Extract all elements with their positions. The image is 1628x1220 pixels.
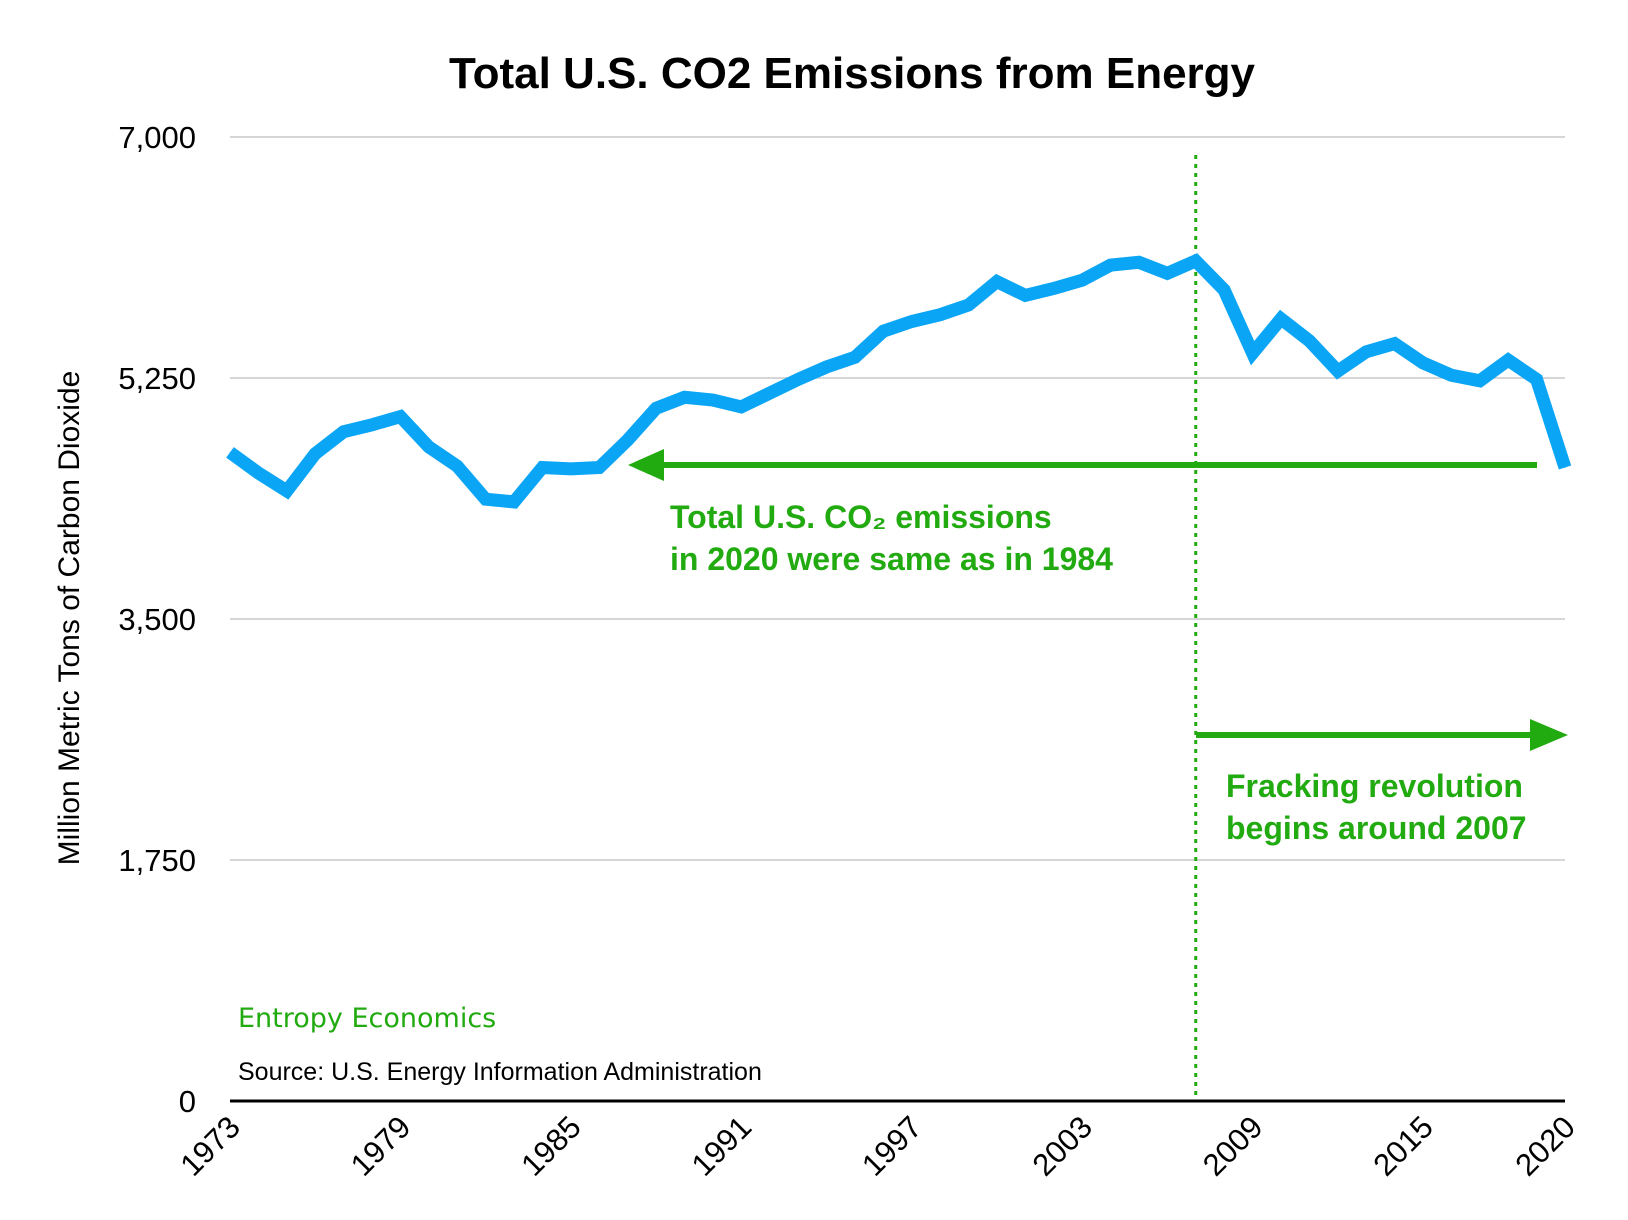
data-point — [655, 407, 657, 409]
data-point — [1053, 287, 1055, 289]
labels: Total U.S. CO2 Emissions from Energy Mil… — [53, 49, 1256, 1086]
credit-text: Entropy Economics — [238, 1003, 496, 1034]
data-point — [712, 399, 714, 401]
data-point — [1507, 359, 1509, 361]
data-point — [825, 366, 827, 368]
data-point — [1280, 318, 1282, 320]
data-point — [1166, 272, 1168, 274]
data-point — [740, 406, 742, 408]
data-point — [541, 467, 543, 469]
data-point — [598, 467, 600, 469]
x-tick-label: 2009 — [1196, 1109, 1270, 1183]
series-group — [226, 253, 1572, 509]
data-point — [968, 304, 970, 306]
data-point — [513, 501, 515, 503]
x-tick-label: 1991 — [685, 1109, 759, 1183]
x-tick-label: 1997 — [855, 1109, 929, 1183]
source-text: Source: U.S. Energy Information Administ… — [238, 1058, 762, 1086]
annotation-text-1984: Total U.S. CO₂ emissions — [670, 499, 1052, 535]
data-point — [939, 314, 941, 316]
y-tick-label: 1,750 — [118, 843, 196, 878]
x-tick-label: 2020 — [1508, 1109, 1582, 1183]
data-point — [683, 396, 685, 398]
data-point — [1308, 340, 1310, 342]
series-line — [226, 253, 1572, 509]
data-point — [1564, 467, 1566, 469]
data-point — [1422, 362, 1424, 364]
data-point — [343, 431, 345, 433]
annotation-text-fracking: begins around 2007 — [1226, 810, 1527, 846]
data-point — [1536, 378, 1538, 380]
y-tick-label: 0 — [179, 1084, 196, 1119]
data-point — [456, 465, 458, 467]
x-tick-label: 2015 — [1366, 1109, 1440, 1183]
data-point — [854, 356, 856, 358]
y-tick-label: 3,500 — [118, 602, 196, 637]
data-point — [1337, 370, 1339, 372]
data-point — [1138, 261, 1140, 263]
data-point — [1365, 351, 1367, 353]
data-point — [882, 330, 884, 332]
annotation-text-1984: in 2020 were same as in 1984 — [670, 541, 1113, 577]
y-axis-label: Million Metric Tons of Carbon Dioxide — [53, 371, 86, 866]
data-point — [911, 321, 913, 323]
x-tick-label: 2003 — [1026, 1109, 1100, 1183]
data-point — [257, 472, 259, 474]
data-point — [1081, 279, 1083, 281]
data-point — [996, 281, 998, 283]
data-point — [229, 451, 231, 453]
chart-title: Total U.S. CO2 Emissions from Energy — [449, 49, 1256, 98]
data-point — [485, 498, 487, 500]
data-point — [371, 424, 373, 426]
annotations: Total U.S. CO₂ emissions in 2020 were sam… — [628, 449, 1568, 846]
y-tick-label: 5,250 — [118, 361, 196, 396]
gridlines — [230, 136, 1565, 861]
data-point — [1195, 260, 1197, 262]
y-tick-label: 7,000 — [118, 120, 196, 155]
data-point — [1394, 343, 1396, 345]
data-point — [570, 468, 572, 470]
data-point — [286, 490, 288, 492]
annotation-text-fracking: Fracking revolution — [1226, 768, 1523, 804]
data-point — [1223, 289, 1225, 291]
data-point — [797, 378, 799, 380]
data-point — [399, 416, 401, 418]
annotation-arrow-right-head — [1530, 719, 1568, 751]
data-point — [769, 392, 771, 394]
data-point — [1252, 352, 1254, 354]
data-point — [314, 453, 316, 455]
data-point — [428, 446, 430, 448]
data-point — [1024, 294, 1026, 296]
data-point — [1479, 380, 1481, 382]
annotation-arrow-left-head — [628, 449, 664, 481]
x-tick-label: 1979 — [344, 1109, 418, 1183]
data-point — [1450, 374, 1452, 376]
x-tick-label: 1973 — [173, 1109, 247, 1183]
data-point — [1110, 264, 1112, 266]
data-point — [627, 439, 629, 441]
x-tick-label: 1985 — [514, 1109, 588, 1183]
